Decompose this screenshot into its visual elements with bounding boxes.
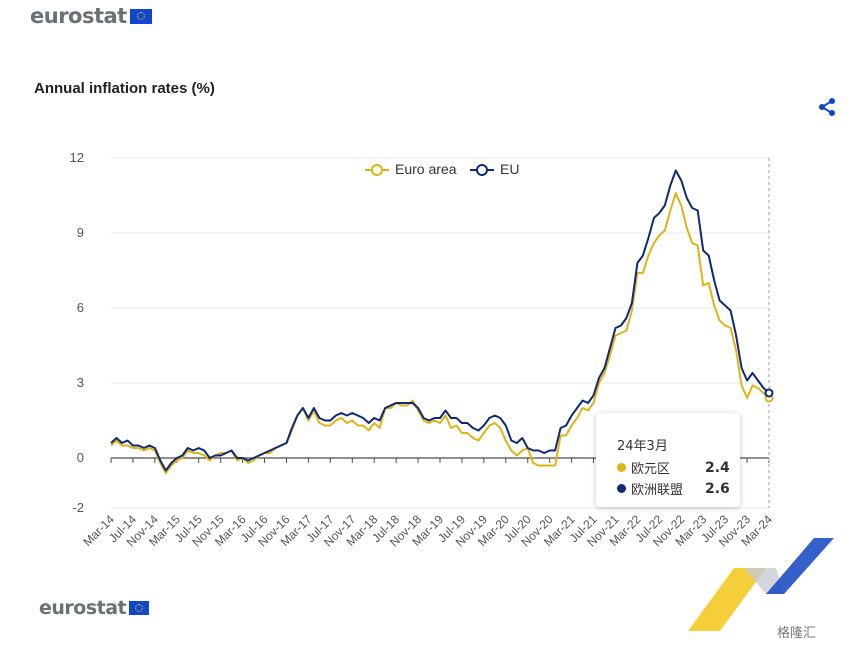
chart-tooltip: 24年3月 欧元区 2.4 欧洲联盟 2.6 [596, 413, 740, 507]
legend-item-euro-area[interactable]: Euro area [365, 161, 457, 177]
legend-marker-eu [476, 164, 488, 176]
chart-legend[interactable]: Euro area EU [365, 161, 519, 177]
y-tick-label: -2 [72, 500, 84, 515]
y-tick-label: 6 [77, 300, 84, 315]
y-axis-ticks: -2 0 3 6 9 12 [70, 150, 84, 515]
legend-label-euro-area: Euro area [395, 161, 457, 177]
tooltip-date: 24年3月 [617, 439, 668, 454]
legend-marker-euro-area [371, 164, 383, 176]
y-tick-label: 12 [70, 150, 84, 165]
tooltip-dot-eu [617, 484, 626, 493]
eu-flag-icon [129, 8, 152, 24]
tooltip-value-eu: 2.6 [705, 480, 730, 497]
eurostat-logo-text: eurostat [30, 4, 127, 28]
series-markers [764, 388, 774, 403]
y-tick-label: 0 [77, 450, 84, 465]
share-icon[interactable] [817, 97, 837, 117]
y-tick-label: 9 [77, 225, 84, 240]
series-lines [110, 169, 770, 474]
series-line-eu [110, 169, 770, 472]
tooltip-value-euro-area: 2.4 [705, 459, 730, 476]
eurostat-logo-bottom[interactable]: eurostat [39, 597, 150, 619]
chart-title: Annual inflation rates (%) [34, 80, 215, 97]
watermark-logo [688, 538, 834, 631]
tooltip-row-eu: 欧洲联盟 2.6 [617, 479, 730, 498]
tooltip-dot-euro-area [617, 463, 626, 472]
y-tick-label: 3 [77, 375, 84, 390]
eu-flag-icon-bottom [129, 601, 150, 615]
tooltip-row-euro-area: 欧元区 2.4 [617, 458, 730, 477]
eurostat-logo-text-bottom: eurostat [39, 597, 127, 619]
x-axis-ticks: Mar-14Jul-14Nov-14Mar-15Jul-15Nov-15Mar-… [80, 512, 775, 549]
watermark-text: 格隆汇 [777, 626, 817, 641]
legend-item-eu[interactable]: EU [470, 161, 519, 177]
tooltip-label-euro-area: 欧元区 [631, 462, 671, 477]
series-end-marker-eu [764, 388, 774, 398]
legend-label-eu: EU [500, 161, 519, 177]
tooltip-label-eu: 欧洲联盟 [631, 483, 684, 498]
eurostat-logo-top[interactable]: eurostat [30, 4, 152, 28]
series-line-euro-area [110, 192, 770, 474]
